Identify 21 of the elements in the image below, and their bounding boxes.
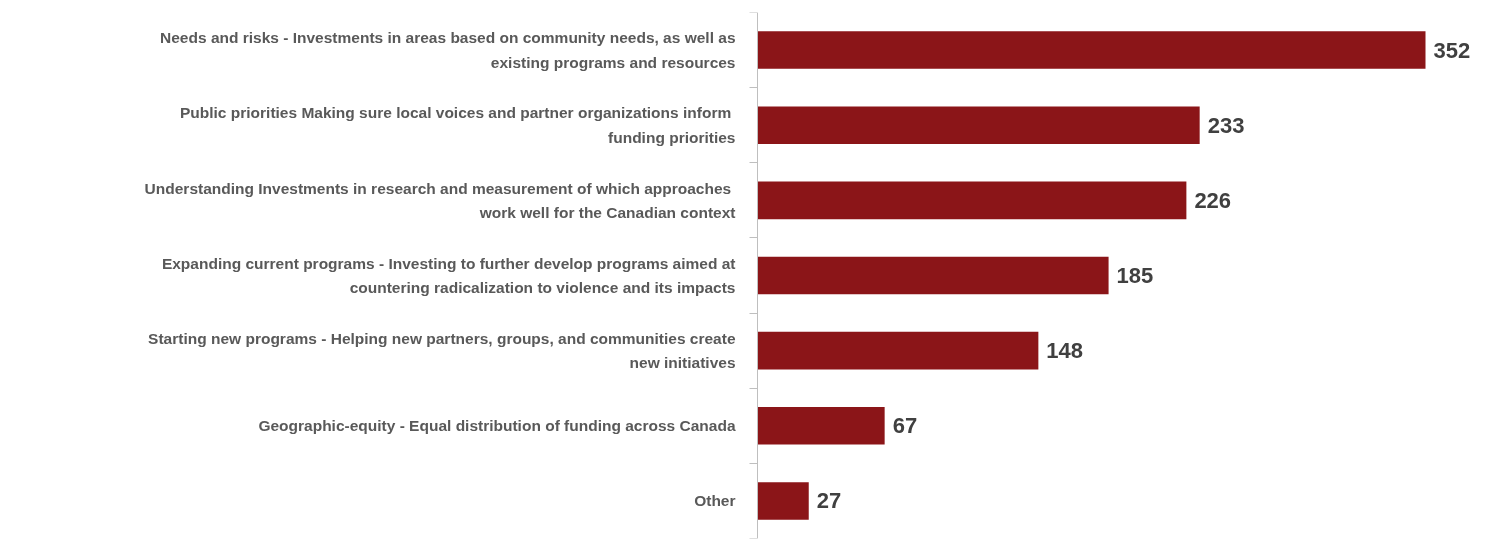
y-tick-label: Starting new programs - Helping new partners, groups, and communities create new initiatives — [148, 329, 736, 372]
bar — [757, 106, 1200, 144]
bar — [757, 482, 809, 520]
data-label: 148 — [1046, 338, 1084, 364]
y-tick-label: Expanding current programs - Investing to further develop programs aimed at countering radicalization to violence and its impacts — [161, 254, 736, 297]
y-tick-label: Public priorities Making sure local voices and partner organizations inform funding priorities — [179, 104, 736, 147]
y-tick-label: Understanding Investments in research and measurement of which approaches work well for the Canadian context — [144, 179, 736, 222]
bar — [757, 256, 1109, 295]
data-label: 27 — [816, 488, 842, 514]
data-label: 233 — [1207, 112, 1245, 138]
y-tick-label: Geographic-equity - Equal distribution of funding across Canada — [258, 417, 736, 435]
y-tick-label: Needs and risks - Investments in areas based on community needs, as well as existing programs and resources — [160, 29, 736, 71]
data-label: 185 — [1116, 263, 1154, 288]
data-label: 226 — [1194, 187, 1232, 213]
bar — [757, 31, 1426, 69]
bar — [757, 407, 885, 445]
bar — [757, 331, 1039, 370]
bar — [757, 181, 1187, 220]
data-label: 352 — [1433, 37, 1471, 63]
data-label: 67 — [892, 413, 918, 439]
y-tick-label: Other — [694, 492, 736, 510]
